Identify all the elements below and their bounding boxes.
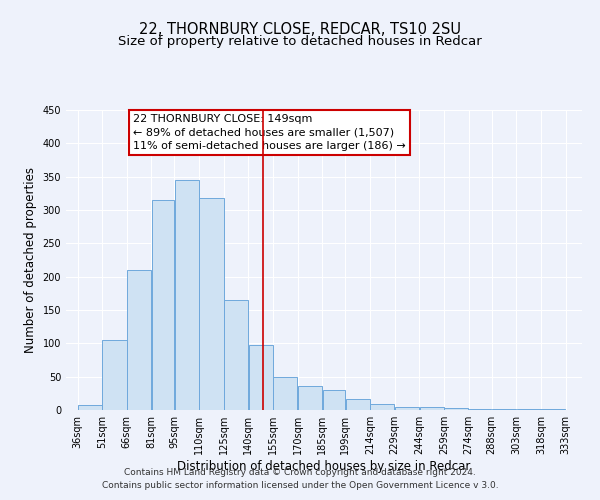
Bar (78, 406, 102, 410)
X-axis label: Distribution of detached houses by size in Redcar: Distribution of detached houses by size … (178, 460, 470, 473)
Bar (274, 376, 298, 410)
Bar (323, 390, 345, 410)
Bar (444, 408, 469, 410)
Bar (346, 398, 370, 410)
Bar (541, 408, 565, 410)
Bar (298, 386, 322, 410)
Text: Contains HM Land Registry data © Crown copyright and database right 2024.: Contains HM Land Registry data © Crown c… (124, 468, 476, 477)
Bar (224, 300, 248, 410)
Bar (199, 198, 224, 410)
Bar (152, 200, 174, 410)
Text: 22 THORNBURY CLOSE: 149sqm
← 89% of detached houses are smaller (1,507)
11% of s: 22 THORNBURY CLOSE: 149sqm ← 89% of deta… (133, 114, 406, 151)
Bar (395, 406, 419, 410)
Bar (370, 404, 394, 410)
Bar (103, 340, 127, 410)
Text: Size of property relative to detached houses in Redcar: Size of property relative to detached ho… (118, 35, 482, 48)
Text: 22, THORNBURY CLOSE, REDCAR, TS10 2SU: 22, THORNBURY CLOSE, REDCAR, TS10 2SU (139, 22, 461, 38)
Text: Contains public sector information licensed under the Open Government Licence v : Contains public sector information licen… (101, 480, 499, 490)
Bar (469, 408, 491, 410)
Bar (175, 180, 199, 410)
Bar (127, 270, 151, 410)
Y-axis label: Number of detached properties: Number of detached properties (24, 167, 37, 353)
Bar (248, 346, 273, 410)
Bar (419, 406, 444, 410)
